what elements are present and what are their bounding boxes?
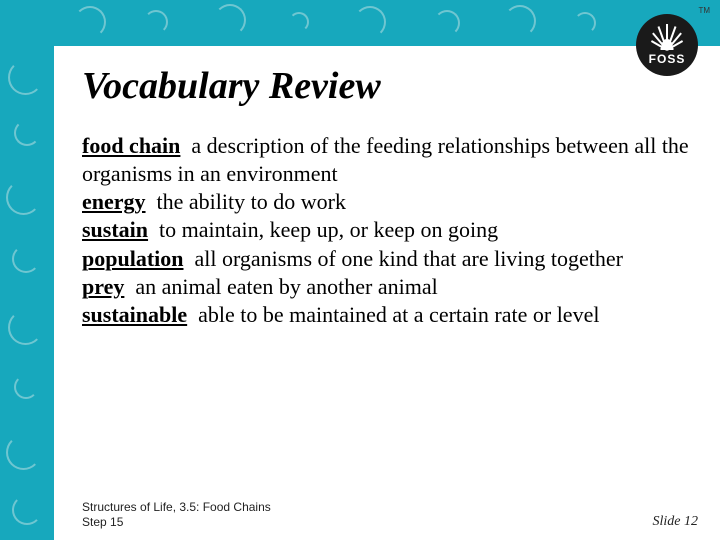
definition: able to be maintained at a certain rate … xyxy=(198,302,599,327)
footer-line2: Step 15 xyxy=(82,515,271,530)
page-title: Vocabulary Review xyxy=(82,64,696,108)
left-bar xyxy=(0,0,54,540)
term: energy xyxy=(82,189,146,214)
definition: the ability to do work xyxy=(157,189,346,214)
term: prey xyxy=(82,274,124,299)
top-bar xyxy=(0,0,720,46)
definition: an animal eaten by another animal xyxy=(135,274,437,299)
term: sustainable xyxy=(82,302,187,327)
footer-left: Structures of Life, 3.5: Food Chains Ste… xyxy=(82,500,271,530)
top-pattern xyxy=(54,0,720,46)
slide-number: Slide 12 xyxy=(653,514,699,530)
left-pattern xyxy=(0,0,54,540)
term: population xyxy=(82,246,184,271)
footer: Structures of Life, 3.5: Food Chains Ste… xyxy=(82,500,698,530)
content-area: Vocabulary Review food chain a descripti… xyxy=(54,46,720,540)
term: sustain xyxy=(82,217,148,242)
definition: all organisms of one kind that are livin… xyxy=(195,246,624,271)
term: food chain xyxy=(82,133,180,158)
trademark: TM xyxy=(698,6,710,15)
footer-line1: Structures of Life, 3.5: Food Chains xyxy=(82,500,271,515)
definitions-block: food chain a description of the feeding … xyxy=(82,132,696,329)
definition: to maintain, keep up, or keep on going xyxy=(159,217,498,242)
